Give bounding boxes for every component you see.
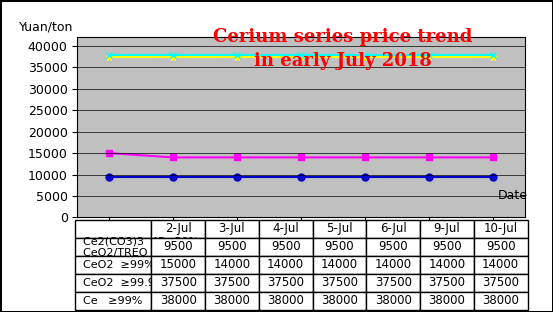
Text: Date: Date [498, 189, 528, 202]
Text: Cerium series price trend
in early July 2018: Cerium series price trend in early July … [213, 28, 473, 70]
Text: Yuan/ton: Yuan/ton [19, 21, 74, 34]
